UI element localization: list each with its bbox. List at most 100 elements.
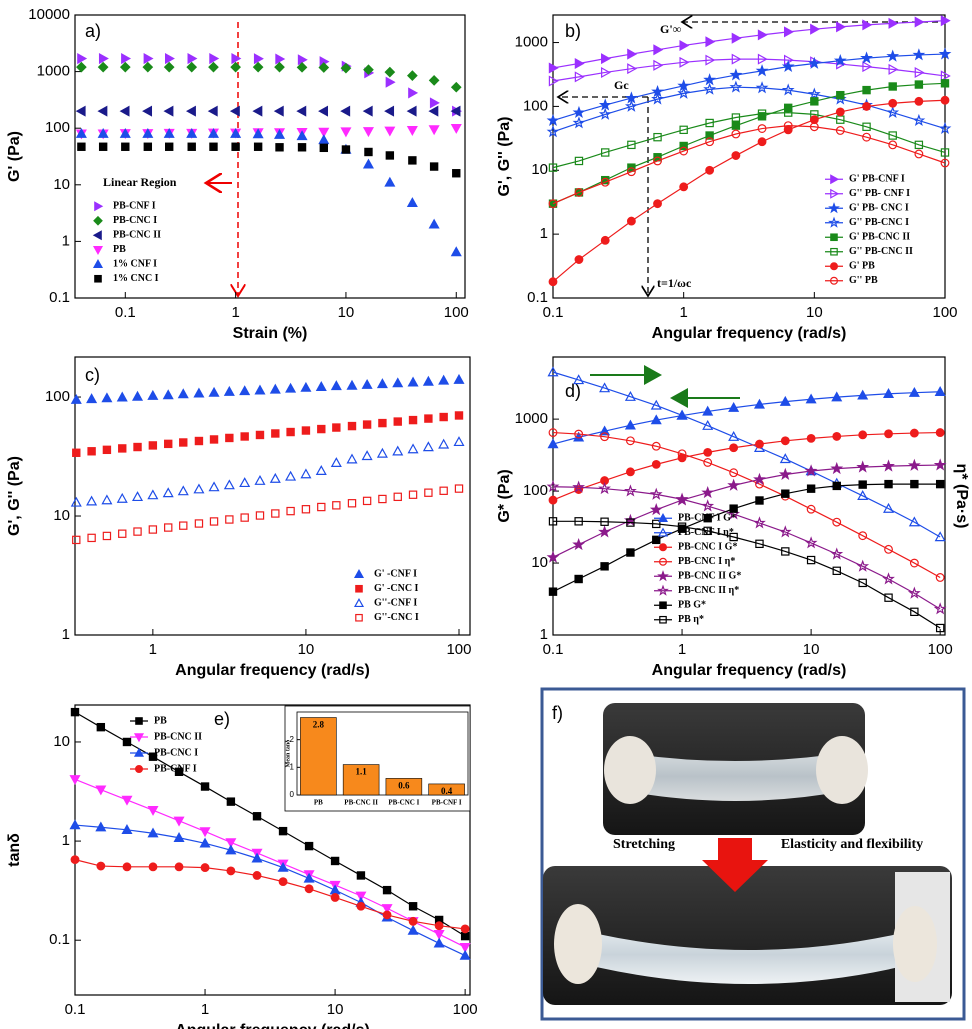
data-point	[165, 53, 175, 65]
data-point	[428, 75, 440, 86]
data-point	[862, 101, 871, 111]
data-point	[835, 126, 845, 135]
data-point	[96, 722, 106, 732]
y-axis-label: G' (Pa)	[6, 131, 23, 182]
data-point	[318, 134, 330, 145]
data-point	[858, 430, 868, 440]
data-point	[296, 130, 308, 141]
data-point	[935, 479, 945, 489]
data-point	[598, 107, 612, 120]
data-point	[459, 942, 471, 953]
data-point	[599, 425, 611, 436]
data-point	[269, 383, 281, 394]
data-point	[833, 53, 847, 67]
data-point	[424, 414, 433, 423]
annotation: Linear Region	[103, 175, 177, 189]
data-point	[174, 862, 184, 872]
data-point	[185, 105, 196, 117]
y2-axis-label: η* (Pa·s)	[953, 464, 970, 529]
legend-marker	[92, 259, 104, 269]
data-point	[193, 387, 205, 398]
data-point	[240, 513, 249, 522]
data-point	[705, 36, 716, 48]
data-point	[147, 805, 159, 816]
y-tick-label: 1	[540, 225, 548, 242]
data-point	[193, 483, 205, 494]
data-point	[252, 871, 262, 880]
legend-marker	[355, 613, 363, 622]
data-point	[355, 891, 367, 902]
data-point	[651, 92, 664, 105]
data-point	[362, 105, 373, 117]
legend-label: PB	[113, 244, 126, 255]
data-point	[450, 123, 462, 134]
data-point	[809, 122, 819, 132]
panel-label: f)	[552, 703, 563, 723]
data-point	[177, 388, 189, 399]
y-tick-label: 1	[62, 832, 70, 849]
data-point	[781, 83, 795, 96]
data-point	[132, 491, 144, 502]
data-point	[908, 386, 920, 397]
data-point	[804, 464, 818, 477]
data-point	[679, 182, 689, 192]
data-point	[599, 382, 611, 393]
data-point	[408, 490, 418, 499]
y-tick-label: 100	[523, 97, 548, 114]
data-point	[121, 824, 133, 834]
data-point	[705, 54, 716, 66]
plot-frame	[296, 711, 469, 796]
data-point	[164, 523, 173, 532]
legend-label: G''-CNF I	[374, 598, 417, 609]
data-point	[273, 105, 284, 117]
data-point	[753, 398, 765, 409]
data-point	[438, 374, 450, 385]
data-point	[209, 435, 219, 444]
data-point	[729, 532, 738, 542]
x-tick-label: 1	[201, 1001, 209, 1018]
data-point	[677, 522, 687, 531]
data-point	[805, 393, 817, 404]
data-point	[118, 444, 127, 453]
series-line	[74, 778, 466, 948]
x-tick-label: 0.1	[543, 304, 564, 321]
data-point	[933, 458, 947, 471]
data-point	[75, 127, 87, 138]
caption: Stretching	[613, 837, 675, 852]
data-point	[208, 481, 220, 492]
data-point	[862, 85, 871, 95]
data-point	[253, 142, 263, 151]
data-point	[835, 107, 845, 117]
data-point	[133, 442, 142, 452]
data-point	[888, 63, 899, 75]
data-point	[624, 99, 638, 112]
x-axis-label: Angular frequency (rad/s)	[175, 662, 370, 679]
legend-label: G' PB- CNC I	[849, 203, 909, 214]
data-point	[285, 382, 297, 393]
data-point	[935, 428, 945, 438]
data-point	[728, 430, 740, 441]
data-point	[779, 395, 791, 406]
data-point	[200, 863, 210, 873]
data-point	[624, 390, 636, 401]
data-point	[856, 559, 870, 572]
data-point	[574, 187, 584, 197]
data-point	[830, 461, 844, 475]
data-point	[318, 127, 330, 138]
data-point	[888, 131, 897, 140]
data-point	[627, 140, 636, 150]
data-point	[97, 105, 108, 117]
data-point	[330, 457, 342, 468]
legend-label: PB-CNC II	[154, 731, 202, 742]
data-point	[429, 97, 440, 109]
legend-label: G'' PB-CNC II	[849, 246, 913, 257]
data-point	[76, 61, 87, 73]
data-point	[96, 861, 106, 871]
x-axis-label: Angular frequency (rad/s)	[652, 662, 847, 679]
data-point	[832, 481, 841, 491]
data-point	[460, 931, 470, 941]
data-point	[277, 861, 289, 872]
data-point	[652, 535, 661, 545]
data-point	[836, 21, 847, 33]
